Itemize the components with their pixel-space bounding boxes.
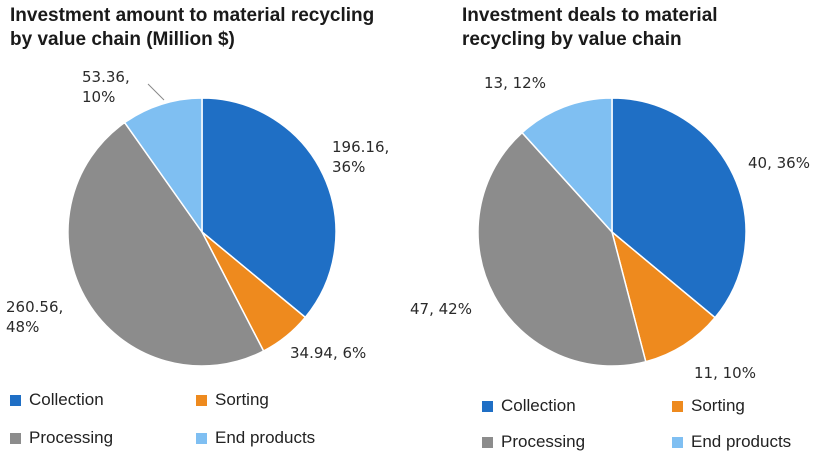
- chart1-leader-line: [147, 83, 165, 101]
- chart1-data-label-sorting: 34.94, 6%: [290, 344, 366, 362]
- chart1-data-label-processing: 260.56, 48%: [6, 298, 63, 336]
- chart2-data-label-end-products: 13, 12%: [484, 74, 546, 92]
- legend-swatch-processing: [482, 436, 493, 448]
- chart1-slice-processing: [67, 121, 265, 367]
- chart2-slice-end-products: [521, 97, 613, 234]
- legend-item-sorting: Sorting: [672, 396, 745, 416]
- legend-label-collection: Collection: [501, 396, 576, 415]
- legend-label-end-products: End products: [691, 432, 792, 451]
- legend-swatch-collection: [10, 394, 21, 406]
- chart2-slice-collection: [611, 97, 747, 319]
- legend-item-collection: Collection: [10, 390, 104, 410]
- chart1-data-label-collection: 196.16, 36%: [332, 138, 389, 176]
- chart2-data-label-processing: 47, 42%: [410, 300, 472, 318]
- legend-label-end-products: End products: [215, 428, 316, 447]
- legend-label-processing: Processing: [501, 432, 586, 451]
- legend-item-end-products: End products: [196, 428, 315, 448]
- chart1-slice-collection: [201, 97, 337, 319]
- chart1-title: Investment amount to material recycling …: [10, 5, 375, 50]
- chart2-title: Investment deals to material recycling b…: [462, 5, 718, 50]
- chart1-data-label-end-products: 53.36, 10%: [82, 68, 130, 106]
- legend-label-collection: Collection: [29, 390, 104, 409]
- legend-label-processing: Processing: [29, 428, 114, 447]
- legend-label-sorting: Sorting: [691, 396, 745, 415]
- chart2-data-label-sorting: 11, 10%: [694, 364, 756, 382]
- legend-swatch-sorting: [672, 400, 683, 412]
- legend-item-end-products: End products: [672, 432, 791, 452]
- chart1-slice-end-products: [123, 97, 203, 235]
- legend-item-collection: Collection: [482, 396, 576, 416]
- legend-swatch-end-products: [672, 436, 683, 448]
- chart2-slice-processing: [477, 131, 647, 367]
- legend-swatch-sorting: [196, 394, 207, 406]
- legend-label-sorting: Sorting: [215, 390, 269, 409]
- legend-item-processing: Processing: [482, 432, 585, 452]
- legend-swatch-end-products: [196, 432, 207, 444]
- legend-swatch-collection: [482, 400, 493, 412]
- chart2-data-label-collection: 40, 36%: [748, 154, 810, 172]
- legend-item-sorting: Sorting: [196, 390, 269, 410]
- legend-item-processing: Processing: [10, 428, 113, 448]
- legend-swatch-processing: [10, 432, 21, 444]
